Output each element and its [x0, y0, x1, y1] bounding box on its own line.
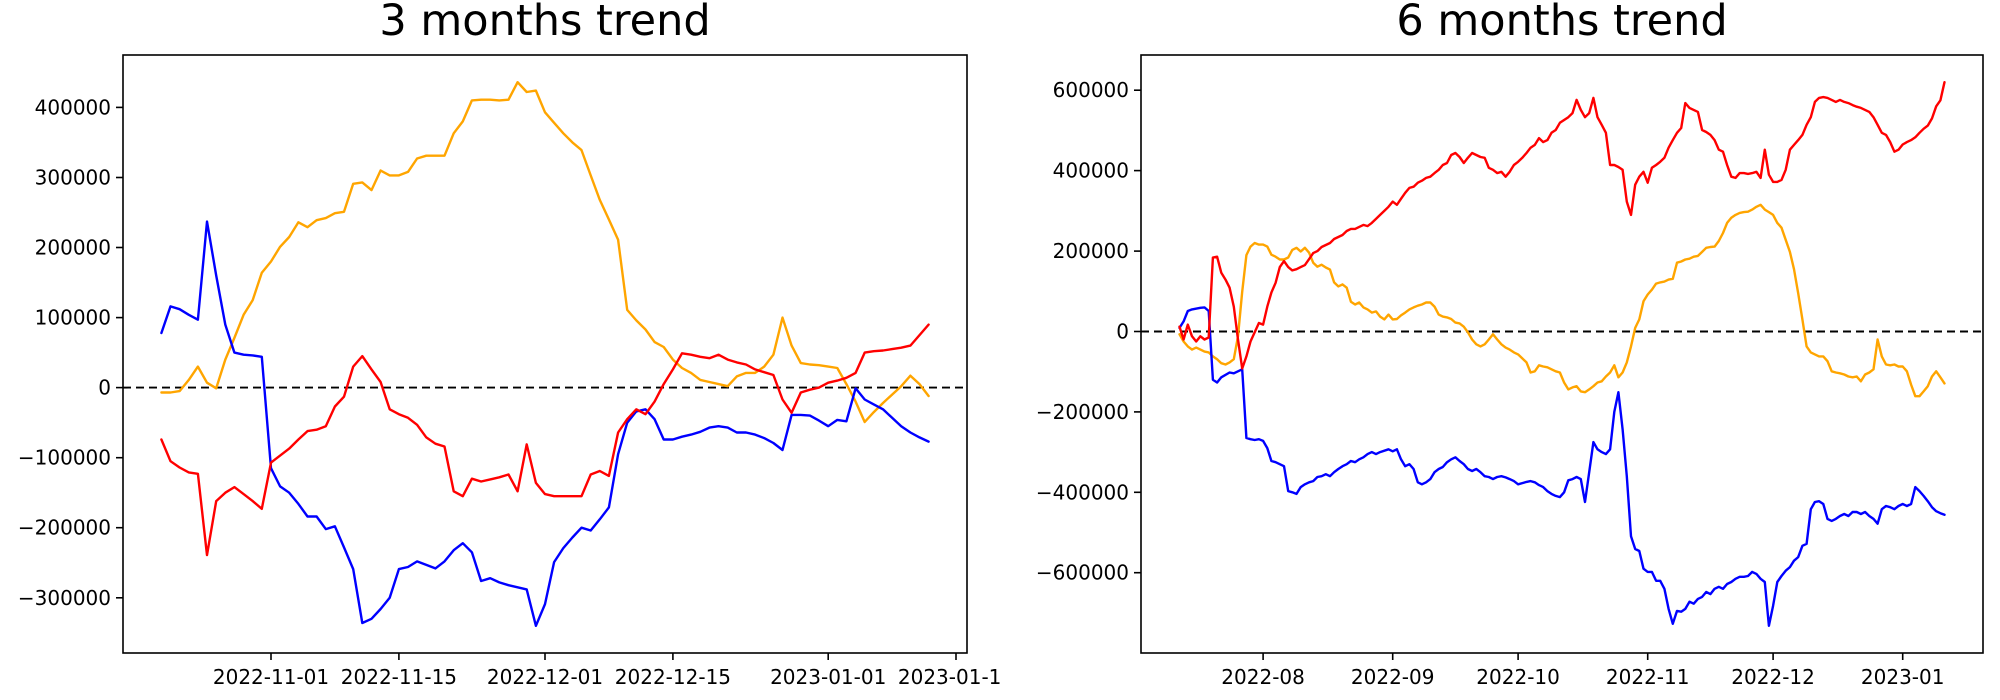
x-tick-label: 2022-11-01 [213, 665, 329, 689]
series-line-orange [1178, 203, 1946, 398]
chart-3-months-trend: 3 months trend 2022-11-01 2022-11-15 2022-… [18, 0, 1000, 689]
x-tick-label: 2023-01 [1861, 665, 1945, 689]
chart-canvas-6-months: 2022-08 2022-09 2022-10 2022-11 2022-12 2023-… [1036, 54, 1984, 689]
y-tick-label: 0 [98, 376, 111, 400]
y-tick-label: 100000 [35, 306, 111, 330]
series-line-red [1178, 80, 1946, 370]
y-tick-label: −200000 [18, 516, 111, 540]
y-tick-label: 300000 [35, 166, 111, 190]
y-tick-label: 200000 [1053, 239, 1129, 263]
plot-border [1140, 54, 1984, 654]
x-tick-label: 2022-11 [1606, 665, 1690, 689]
x-tick-label: 2022-09 [1351, 665, 1435, 689]
x-tick-label: 2022-12 [1731, 665, 1815, 689]
chart-title-3-months: 3 months trend [379, 0, 711, 46]
chart-canvas-3-months: 2022-11-01 2022-11-15 2022-12-01 2022-12-15… [18, 54, 1000, 689]
x-tick-label: 2022-12-15 [615, 665, 731, 689]
series-line-orange [160, 80, 930, 424]
y-tick-label: −300000 [18, 586, 111, 610]
series-line-blue [160, 220, 930, 627]
y-tick-label: −200000 [1036, 400, 1129, 424]
chart-6-months-trend: 6 months trend 2022-08 2022-09 2022-10 2022… [1000, 0, 2000, 700]
x-tick-label: 2022-11-15 [341, 665, 457, 689]
x-tick-label: 2022-10 [1476, 665, 1560, 689]
y-tick-label: −600000 [1036, 561, 1129, 585]
series-line-red [160, 323, 930, 557]
x-tick-label: 2022-08 [1221, 665, 1305, 689]
y-tick-label: 0 [1116, 320, 1129, 344]
x-tick-label: 2023-01-15 [898, 665, 1000, 689]
chart-title-6-months: 6 months trend [1396, 0, 1728, 46]
y-tick-label: 400000 [35, 95, 111, 119]
y-tick-label: −100000 [18, 446, 111, 470]
y-tick-label: 200000 [35, 236, 111, 260]
y-tick-label: −400000 [1036, 480, 1129, 504]
y-tick-label: 400000 [1053, 159, 1129, 183]
x-tick-label: 2022-12-01 [487, 665, 603, 689]
x-tick-label: 2023-01-01 [770, 665, 886, 689]
y-tick-label: 600000 [1053, 78, 1129, 102]
series-line-blue [1178, 306, 1946, 627]
